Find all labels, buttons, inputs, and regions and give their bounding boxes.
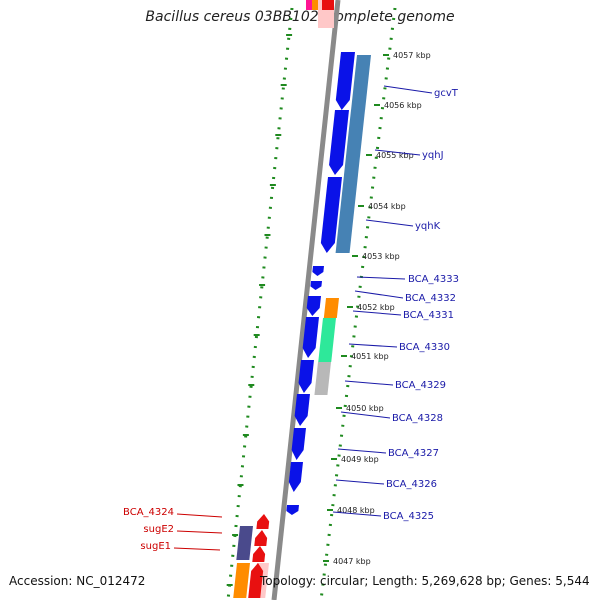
- cog-bar-green: [318, 318, 336, 362]
- backbone-line: [271, 0, 341, 600]
- gene-arrow-yqhJ: [329, 110, 349, 175]
- gene-arrow-BCA_4325: [286, 505, 299, 515]
- cog-bar-gcvT: [351, 55, 371, 110]
- cog-bar-orange: [323, 298, 339, 318]
- gene-arrow-BCA_4333: [312, 266, 324, 276]
- kbp-tick-label: 4048 kbp: [337, 506, 375, 515]
- gene-arrow-BCA_4326: [288, 462, 303, 492]
- gene-arrow-BCA_4328: [294, 394, 310, 426]
- gene-arrow-sugE1: [252, 546, 266, 562]
- leader-line-yqhJ: [374, 149, 421, 156]
- leader-line-BCA_4325: [332, 511, 382, 517]
- leader-line-BCA_4328: [340, 411, 391, 419]
- cog-bar-orange-bottom: [233, 563, 250, 598]
- gene-arrow-bottom: [248, 563, 264, 598]
- dotted-rings: [226, 7, 397, 600]
- kbp-tick-label: 4047 kbp: [333, 557, 371, 566]
- gene-arrow-BCA_4329: [298, 360, 314, 393]
- gene-arrow-BCA_4330: [302, 317, 319, 358]
- gene-arrow-BCA_4331: [306, 296, 321, 316]
- kbp-tick-labels: 4057 kbp 4056 kbp 4055 kbp 4054 kbp 4053 kbp…: [323, 51, 431, 566]
- gene-label-BCA_4325: BCA_4325: [383, 511, 434, 522]
- gene-arrow-sugE2: [254, 530, 268, 546]
- kbp-tick-label: 4054 kbp: [368, 202, 406, 211]
- kbp-tick-label: 4052 kbp: [357, 303, 395, 312]
- gene-label-yqhJ: yqhJ: [422, 150, 444, 161]
- gene-label-BCA_4333: BCA_4333: [408, 274, 459, 285]
- gene-label-sugE1: sugE1: [140, 541, 171, 552]
- gene-label-gcvT: gcvT: [434, 88, 459, 99]
- leader-line-sugE1: [173, 547, 221, 551]
- leader-line-yqhK: [365, 219, 414, 227]
- top-red-stub: [322, 0, 334, 10]
- gene-arrow-BCA_4332: [310, 281, 322, 290]
- accession-label: Accession: NC_012472: [9, 574, 146, 588]
- leader-line-BCA_4329: [344, 380, 394, 386]
- top-orange-stub: [312, 0, 318, 10]
- kbp-tick-label: 4050 kbp: [346, 404, 384, 413]
- gene-label-BCA_4331: BCA_4331: [403, 310, 454, 321]
- gene-labels: gcvT yqhJ yqhK BCA_4333 BCA_4332 BCA_4331 BCA_…: [123, 85, 459, 552]
- cog-bar-yqhJ: [343, 110, 365, 175]
- kbp-tick-label: 4053 kbp: [362, 252, 400, 261]
- cog-bar-yqhK: [335, 175, 358, 253]
- leader-line-BCA_4326: [335, 479, 385, 485]
- cog-bar-purple: [236, 526, 253, 560]
- leader-line-sugE2: [176, 530, 223, 534]
- gene-arrow-BCA_4327: [291, 428, 306, 460]
- gene-arrows: [248, 52, 355, 598]
- leader-line-BCA_4324: [176, 513, 223, 518]
- top-magenta-stub: [306, 0, 312, 10]
- gene-arrow-gcvT: [335, 52, 355, 110]
- genome-backbone: [271, 0, 341, 600]
- leader-line-gcvT: [383, 85, 433, 94]
- kbp-tick-label: 4056 kbp: [384, 101, 422, 110]
- gene-label-BCA_4328: BCA_4328: [392, 413, 443, 424]
- kbp-tick-label: 4057 kbp: [393, 51, 431, 60]
- leader-line-BCA_4330: [348, 343, 398, 348]
- gene-label-BCA_4332: BCA_4332: [405, 293, 456, 304]
- gene-arrow-BCA_4324: [256, 514, 270, 529]
- gene-label-BCA_4330: BCA_4330: [399, 342, 450, 353]
- gene-label-BCA_4326: BCA_4326: [386, 479, 437, 490]
- map-title: Bacillus cereus 03BB102, complete genome: [145, 9, 455, 25]
- gene-label-BCA_4327: BCA_4327: [388, 448, 439, 459]
- genome-summary: Topology: circular; Length: 5,269,628 bp…: [260, 574, 590, 588]
- cog-bar-gray: [314, 362, 331, 395]
- leader-line-BCA_4333: [356, 276, 406, 280]
- gene-arrow-yqhK: [320, 177, 342, 253]
- gene-label-BCA_4329: BCA_4329: [395, 380, 446, 391]
- gene-label-sugE2: sugE2: [143, 524, 174, 535]
- leader-line-BCA_4327: [337, 448, 387, 454]
- kbp-tick-label: 4049 kbp: [341, 455, 379, 464]
- kbp-tick-label: 4051 kbp: [351, 352, 389, 361]
- leader-line-BCA_4331: [352, 310, 402, 316]
- kbp-tick-label: 4055 kbp: [376, 151, 414, 160]
- top-partial-features: [306, 0, 334, 28]
- gene-label-BCA_4324: BCA_4324: [123, 507, 174, 518]
- leader-line-BCA_4332: [354, 290, 404, 299]
- gene-label-yqhK: yqhK: [415, 221, 441, 232]
